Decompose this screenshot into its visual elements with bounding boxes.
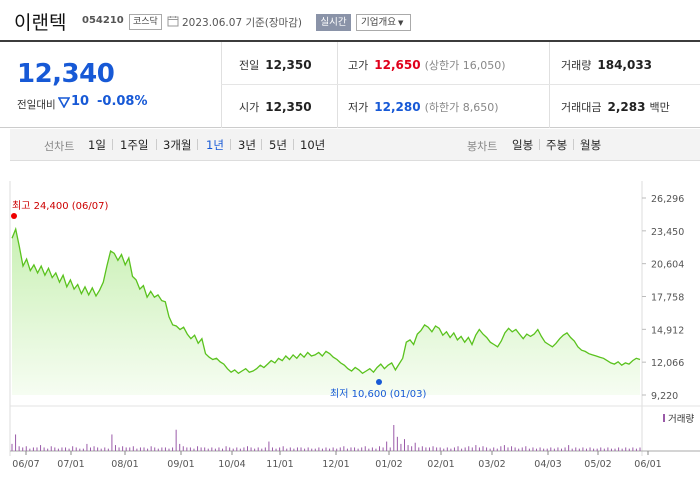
stat-value: 2,283 xyxy=(607,100,646,114)
y-tick-label: 26,296 xyxy=(651,194,684,205)
down-triangle-icon xyxy=(58,97,70,108)
low-marker xyxy=(376,379,382,385)
volume-legend-swatch xyxy=(663,414,665,422)
stat-label: 전일 xyxy=(239,59,260,72)
stat-amount: 거래대금 2,283 백만 xyxy=(561,99,670,115)
realtime-button[interactable]: 실시간 xyxy=(316,14,351,31)
x-tick-label: 11/01 xyxy=(266,459,293,470)
stat-volume: 거래량 184,033 xyxy=(561,57,652,73)
x-tick-label: 10/04 xyxy=(218,459,245,470)
stat-value: 12,650 xyxy=(374,58,421,72)
change-label: 전일대비 xyxy=(17,99,56,111)
high-annotation: 최고 24,400 (06/07) xyxy=(12,200,108,212)
x-tick-label: 07/01 xyxy=(57,459,84,470)
change-rate: -0.08% xyxy=(97,94,148,109)
reference-date: 2023.06.07 기준(장마감) xyxy=(182,17,302,29)
y-tick-label: 14,912 xyxy=(651,325,684,336)
stock-header: 이랜텍 054210 코스닥 2023.06.07 기준(장마감) 실시간 기업… xyxy=(0,0,700,42)
divider xyxy=(221,84,700,85)
tab-daily[interactable]: 일봉 xyxy=(512,138,534,152)
stat-high: 고가 12,650 (상한가 16,050) xyxy=(348,57,506,73)
price-line xyxy=(11,226,641,375)
caret-down-icon: ▼ xyxy=(397,19,404,27)
stat-prev-close: 전일 12,350 xyxy=(239,57,312,73)
volume-legend: 거래량 xyxy=(668,413,694,425)
stat-value: 12,280 xyxy=(374,100,421,114)
tab-1w[interactable]: 1주일 xyxy=(120,138,149,152)
tab-divider xyxy=(156,139,157,150)
y-tick-label: 20,604 xyxy=(651,260,684,271)
tab-divider xyxy=(230,139,231,150)
current-price: 12,340 xyxy=(17,59,115,89)
company-overview-label: 기업개요 xyxy=(361,17,396,28)
tab-weekly[interactable]: 주봉 xyxy=(546,138,568,152)
stat-label: 저가 xyxy=(348,101,369,114)
stock-code: 054210 xyxy=(82,15,124,26)
x-tick-label: 05/02 xyxy=(584,459,611,470)
tab-divider xyxy=(261,139,262,150)
lower-limit: (하한가 8,650) xyxy=(424,101,499,114)
tab-divider xyxy=(197,139,198,150)
tab-divider xyxy=(293,139,294,150)
tab-divider xyxy=(112,139,113,150)
market-badge: 코스닥 xyxy=(129,14,162,30)
divider xyxy=(337,42,338,128)
stat-value: 184,033 xyxy=(597,58,653,72)
stat-label: 고가 xyxy=(348,59,369,72)
x-tick-label: 12/01 xyxy=(322,459,349,470)
tab-3y[interactable]: 3년 xyxy=(238,138,256,152)
price-panel: 12,340 전일대비 10 -0.08% 전일 12,350 고가 12,650(… xyxy=(0,42,700,128)
change-value: 10 xyxy=(71,94,90,109)
y-tick-label: 23,450 xyxy=(651,227,684,238)
stat-label: 시가 xyxy=(239,101,260,114)
divider xyxy=(221,42,222,128)
high-marker xyxy=(11,213,17,219)
price-chart: 26,296 23,450 20,604 17,758 14,912 12,066 9,22… xyxy=(0,161,700,481)
low-annotation: 최저 10,600 (01/03) xyxy=(330,388,426,400)
x-tick-label: 02/01 xyxy=(427,459,454,470)
tab-10y[interactable]: 10년 xyxy=(300,138,326,152)
stat-open: 시가 12,350 xyxy=(239,99,312,115)
company-overview-button[interactable]: 기업개요 ▼ xyxy=(356,14,411,31)
price-area xyxy=(12,229,640,395)
period-tabs: 선차트 1일 1주일 3개월 1년 3년 5년 10년 봉차트 일봉 주봉 월봉 xyxy=(10,129,700,161)
x-tick-label: 03/02 xyxy=(478,459,505,470)
upper-limit: (상한가 16,050) xyxy=(424,59,506,72)
y-tick-label: 12,066 xyxy=(651,358,684,369)
y-tick-label: 17,758 xyxy=(651,293,684,304)
tab-5y[interactable]: 5년 xyxy=(269,138,287,152)
stock-name: 이랜텍 xyxy=(14,12,67,34)
stat-label: 거래대금 xyxy=(561,101,602,114)
stat-low: 저가 12,280 (하한가 8,650) xyxy=(348,99,499,115)
tab-1d[interactable]: 1일 xyxy=(88,138,106,152)
tab-1y[interactable]: 1년 xyxy=(206,138,224,152)
candle-chart-label: 봉차트 xyxy=(467,140,498,153)
x-tick-label: 09/01 xyxy=(167,459,194,470)
stat-value: 12,350 xyxy=(265,58,312,72)
tab-divider xyxy=(573,139,574,150)
x-tick-label: 06/01 xyxy=(634,459,661,470)
x-tick-label: 06/07 xyxy=(12,459,39,470)
x-tick-label: 01/02 xyxy=(375,459,402,470)
price-chart-svg: 26,296 23,450 20,604 17,758 14,912 12,066 9,22… xyxy=(9,181,700,470)
calendar-icon xyxy=(167,16,179,27)
tab-3m[interactable]: 3개월 xyxy=(163,138,192,152)
stat-label: 거래량 xyxy=(561,59,592,72)
tab-monthly[interactable]: 월봉 xyxy=(580,138,602,152)
stat-unit: 백만 xyxy=(649,101,670,114)
tab-divider xyxy=(539,139,540,150)
x-tick-label: 08/01 xyxy=(111,459,138,470)
x-tick-label: 04/03 xyxy=(534,459,561,470)
line-chart-label: 선차트 xyxy=(44,140,75,153)
stat-value: 12,350 xyxy=(265,100,312,114)
y-tick-label: 9,220 xyxy=(651,391,678,402)
divider xyxy=(549,42,550,128)
